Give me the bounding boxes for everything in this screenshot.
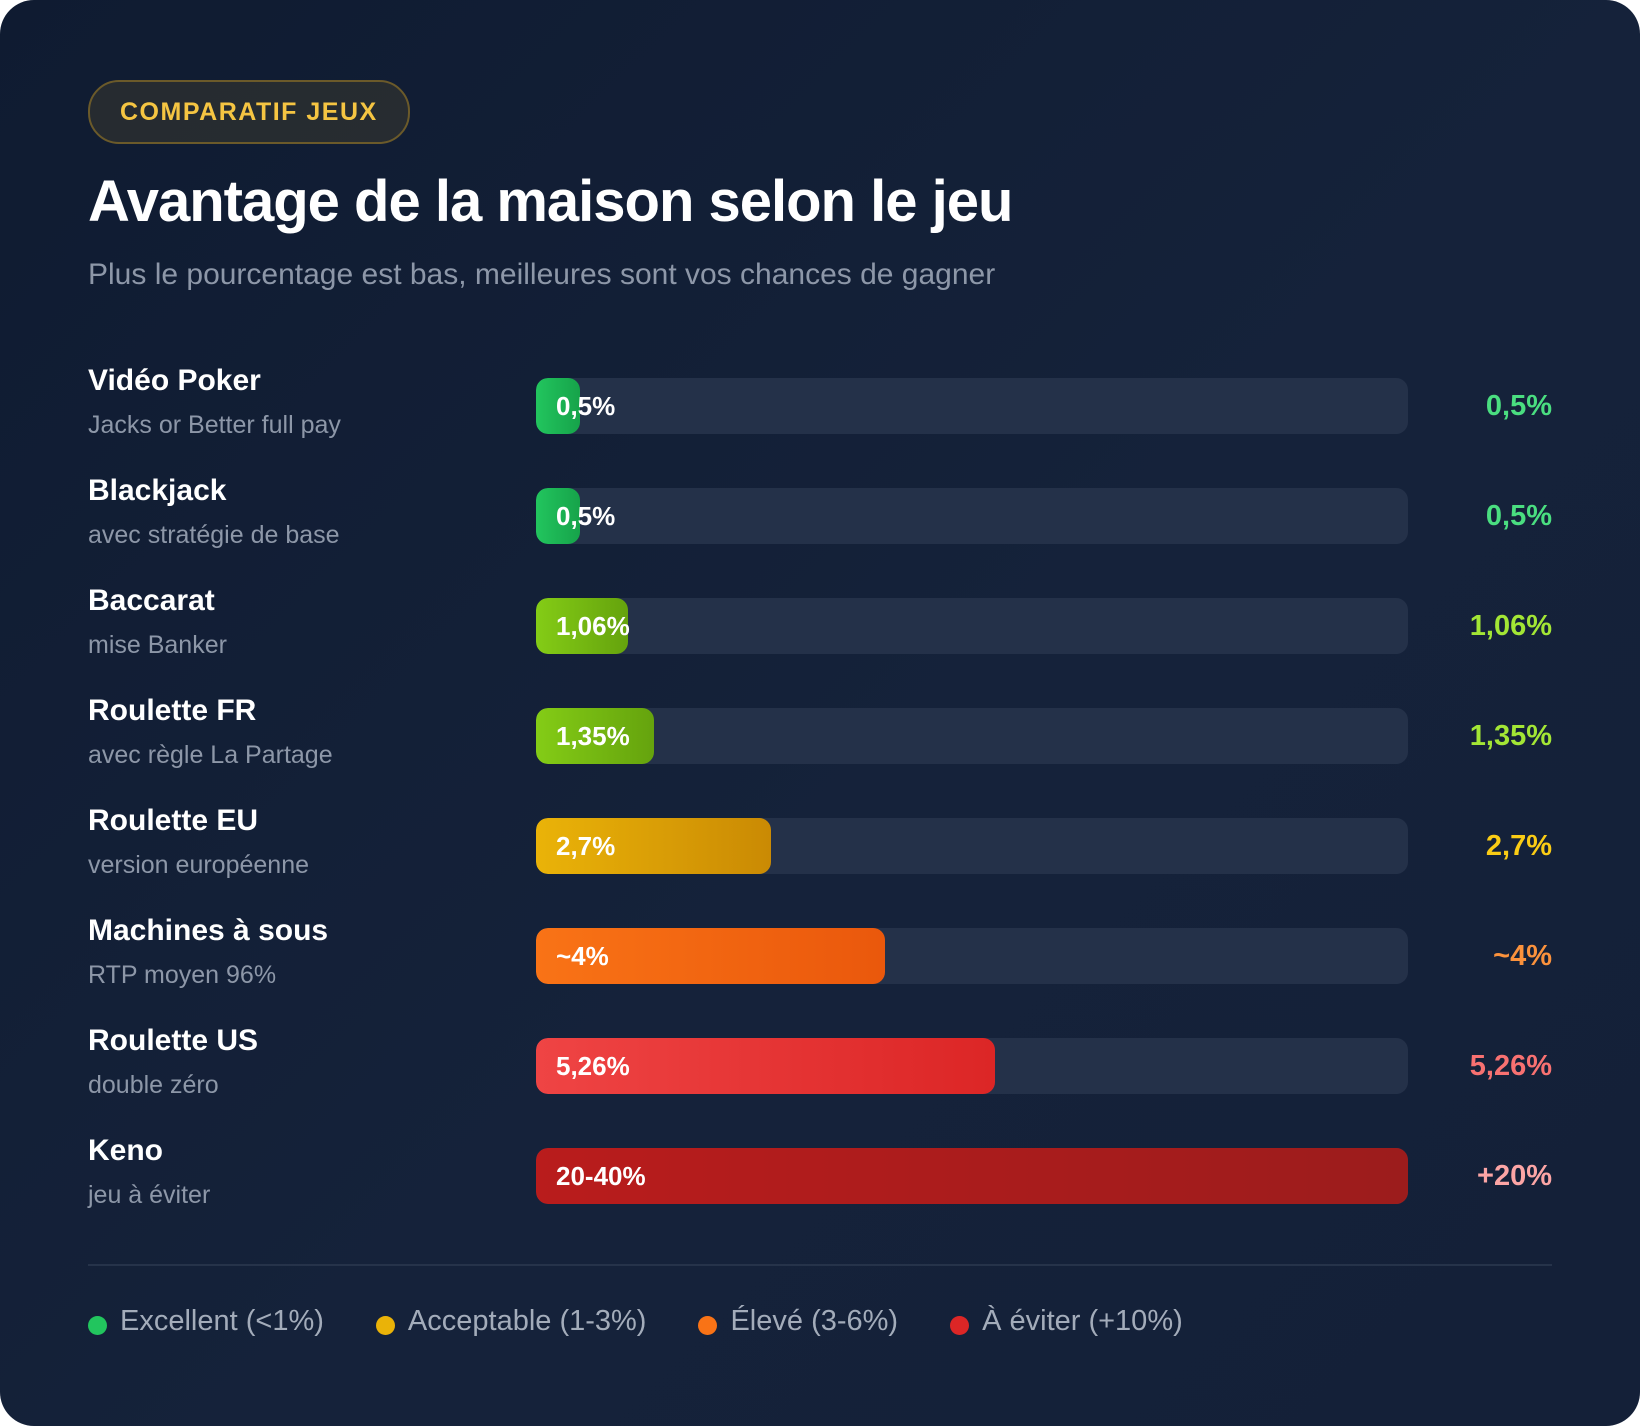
category-label: Baccarat — [88, 584, 215, 617]
bar-track — [536, 818, 1408, 874]
legend-dot — [950, 1316, 970, 1335]
bar — [536, 378, 580, 434]
category-subtitle: avec stratégie de base — [88, 521, 340, 549]
bar-value-label: 5,26% — [556, 1051, 630, 1081]
category-subtitle: Jacks or Better full pay — [88, 411, 341, 439]
end-value-label: ~4% — [1493, 940, 1552, 972]
legend-label: Élevé (3-6%) — [730, 1305, 899, 1337]
bar-value-label: 20-40% — [556, 1161, 646, 1191]
category-subtitle: RTP moyen 96% — [88, 961, 277, 989]
chart-subtitle: Plus le pourcentage est bas, meilleures … — [88, 258, 996, 291]
legend-dot — [375, 1316, 395, 1335]
category-subtitle: double zéro — [88, 1071, 219, 1099]
legend-label: À éviter (+10%) — [982, 1305, 1183, 1337]
bar — [536, 1148, 1408, 1204]
bar-track — [536, 1148, 1408, 1204]
bar — [536, 818, 772, 874]
category-subtitle: avec règle La Partage — [88, 741, 333, 769]
category-label: Keno — [88, 1134, 163, 1167]
end-value-label: +20% — [1477, 1160, 1552, 1192]
bar-value-label: 1,35% — [556, 721, 630, 751]
legend-dot — [698, 1316, 718, 1335]
legend-label: Acceptable (1-3%) — [407, 1305, 647, 1337]
bar-value-label: 0,5% — [556, 391, 616, 421]
bar — [536, 488, 580, 544]
badge: COMPARATIF JEUX — [88, 80, 410, 144]
bar-track — [536, 928, 1408, 984]
bar-value-label: 2,7% — [556, 831, 616, 861]
bar — [536, 708, 654, 764]
category-subtitle: jeu à éviter — [88, 1181, 211, 1209]
category-label: Roulette FR — [88, 694, 257, 727]
bar-value-label: 1,06% — [556, 611, 630, 641]
bar-value-label: ~4% — [556, 941, 609, 971]
bar-track — [536, 598, 1408, 654]
end-value-label: 1,35% — [1469, 720, 1552, 752]
category-label: Vidéo Poker — [88, 364, 261, 397]
bar-track — [536, 708, 1408, 764]
end-value-label: 5,26% — [1469, 1050, 1552, 1082]
legend-label: Excellent (<1%) — [120, 1305, 324, 1337]
bar-track — [536, 488, 1408, 544]
end-value-label: 2,7% — [1485, 830, 1552, 862]
legend-dot — [88, 1316, 107, 1335]
category-label: Roulette EU — [88, 804, 259, 837]
divider — [88, 1264, 1552, 1266]
category-subtitle: mise Banker — [88, 631, 227, 659]
bar — [536, 1038, 995, 1094]
bar — [536, 928, 885, 984]
bar-track — [536, 378, 1408, 434]
category-label: Blackjack — [88, 474, 227, 507]
bar — [536, 598, 629, 654]
bar-track — [536, 1038, 1408, 1094]
end-value-label: 0,5% — [1485, 500, 1552, 532]
chart-title: Avantage de la maison selon le jeu — [88, 169, 1013, 234]
category-label: Machines à sous — [88, 914, 329, 947]
category-label: Roulette US — [88, 1024, 259, 1057]
bar-value-label: 0,5% — [556, 501, 616, 531]
category-subtitle: version européenne — [88, 851, 309, 879]
end-value-label: 1,06% — [1469, 610, 1552, 642]
end-value-label: 0,5% — [1485, 390, 1552, 422]
